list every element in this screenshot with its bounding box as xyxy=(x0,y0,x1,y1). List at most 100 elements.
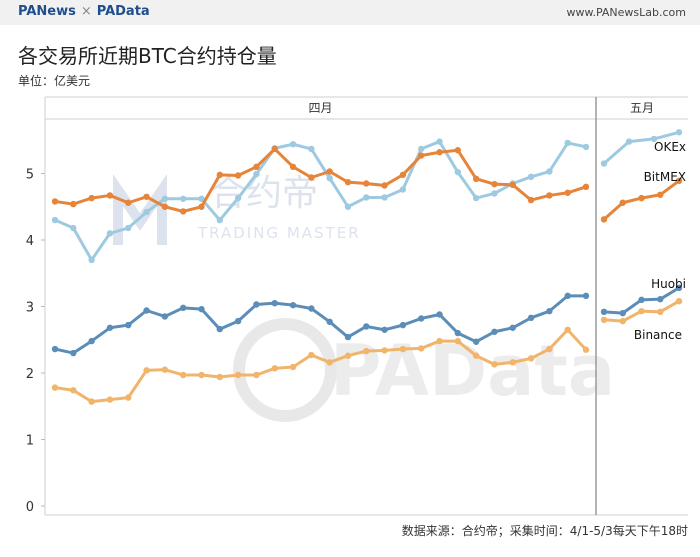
data-point xyxy=(363,347,370,355)
data-point xyxy=(106,396,114,403)
data-point xyxy=(650,135,658,143)
data-point xyxy=(216,171,223,179)
data-point xyxy=(436,149,443,156)
data-point xyxy=(143,208,150,216)
data-point xyxy=(125,321,132,329)
data-point xyxy=(418,152,425,159)
series-label-huobi: Huobi xyxy=(651,277,686,291)
data-point xyxy=(344,352,352,359)
data-point xyxy=(308,174,315,181)
data-point xyxy=(509,359,516,366)
y-tick-label: 2 xyxy=(26,367,34,382)
data-point xyxy=(253,301,260,308)
data-point xyxy=(472,338,480,345)
y-tick-label: 1 xyxy=(26,434,34,449)
series-label-bitmex: BitMEX xyxy=(644,170,686,184)
data-point xyxy=(88,337,95,345)
data-point xyxy=(600,160,608,167)
chart-frame: 四月 五月 xyxy=(44,96,688,516)
data-point xyxy=(363,323,370,330)
data-point xyxy=(326,318,333,325)
data-point xyxy=(88,194,95,202)
data-point xyxy=(326,168,333,175)
data-point xyxy=(198,203,205,210)
data-point xyxy=(363,180,370,187)
data-point xyxy=(253,170,260,178)
data-point xyxy=(161,313,169,320)
data-point xyxy=(436,138,443,145)
data-point xyxy=(675,284,683,292)
data-point xyxy=(600,308,608,316)
data-point xyxy=(509,181,516,189)
data-point xyxy=(436,311,443,318)
data-point xyxy=(454,147,462,154)
data-point xyxy=(564,139,571,147)
data-point xyxy=(106,324,114,331)
source-note: 数据来源：合约帝；采集时间：4/1-5/3每天下午18时 xyxy=(401,524,688,538)
data-point xyxy=(198,371,205,379)
series-labels: OKEx BitMEX Huobi Binance xyxy=(634,140,686,342)
series-label-binance: Binance xyxy=(634,328,682,342)
data-point xyxy=(399,345,407,353)
data-point xyxy=(289,141,297,148)
panel-label-april: 四月 xyxy=(308,101,332,115)
watermark-logo-sub: TRADING MASTER xyxy=(197,224,361,242)
data-point xyxy=(51,345,59,353)
y-tick-label: 3 xyxy=(26,301,34,316)
data-point xyxy=(454,337,462,345)
data-point xyxy=(564,189,571,196)
data-point xyxy=(253,371,260,379)
unit-label: 单位：亿美元 xyxy=(18,74,91,88)
data-point xyxy=(546,345,553,353)
data-point xyxy=(381,326,388,333)
data-point xyxy=(308,305,315,312)
data-point xyxy=(657,308,664,316)
data-point xyxy=(418,345,425,352)
data-point xyxy=(271,145,278,153)
data-point xyxy=(271,299,278,307)
data-point xyxy=(216,373,223,381)
data-point xyxy=(70,387,77,394)
data-point xyxy=(161,366,169,373)
y-tick-label: 0 xyxy=(26,500,34,515)
data-point xyxy=(418,315,425,322)
data-point xyxy=(472,194,480,202)
data-point xyxy=(51,384,59,391)
data-point xyxy=(143,307,150,314)
data-point xyxy=(436,337,443,345)
data-point xyxy=(125,224,132,232)
watermark-m-icon xyxy=(113,173,167,245)
data-point xyxy=(179,371,187,379)
data-point xyxy=(638,307,645,315)
data-point xyxy=(675,177,683,185)
data-point xyxy=(234,371,242,379)
watermarks: 合约帝 TRADING MASTER PAData xyxy=(113,173,615,422)
series-line-okex xyxy=(603,130,680,165)
data-point xyxy=(418,145,425,153)
data-point xyxy=(491,361,498,368)
data-point xyxy=(399,321,407,329)
series-binance xyxy=(51,297,683,405)
data-point xyxy=(527,196,535,204)
data-point xyxy=(125,199,132,206)
data-point xyxy=(619,309,626,317)
data-point xyxy=(161,203,169,210)
data-point xyxy=(564,326,571,333)
data-point xyxy=(179,195,187,202)
data-point xyxy=(381,347,388,354)
data-point xyxy=(527,314,535,322)
data-point xyxy=(491,190,498,197)
data-point xyxy=(326,359,333,366)
data-point xyxy=(88,256,95,264)
data-point xyxy=(161,195,169,202)
data-point xyxy=(491,328,498,335)
data-point xyxy=(454,329,462,337)
data-point xyxy=(289,363,297,371)
data-point xyxy=(638,194,645,202)
panews-logo: PANews xyxy=(18,4,76,19)
data-point xyxy=(381,194,388,201)
data-point xyxy=(638,296,645,304)
data-point xyxy=(582,292,590,300)
data-point xyxy=(472,352,480,359)
data-point xyxy=(198,195,205,202)
